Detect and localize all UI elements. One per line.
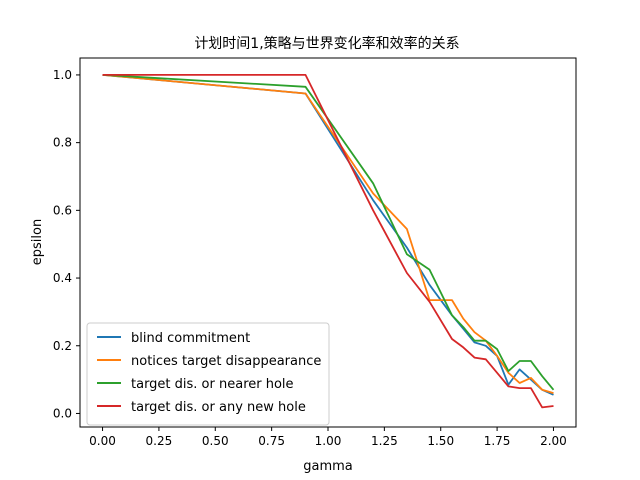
y-tick-label: 1.0 xyxy=(53,68,72,82)
legend-label: target dis. or any new hole xyxy=(131,400,306,415)
series-line-4 xyxy=(102,74,554,409)
legend-label: blind commitment xyxy=(131,331,250,346)
x-axis-label: gamma xyxy=(303,459,353,474)
y-tick-label: 0.0 xyxy=(53,406,72,420)
x-axis: 0.00 0.25 0.50 0.75 1.00 1.25 1.50 1.75 2.00 xyxy=(89,427,567,448)
y-axis-label: epsilon xyxy=(30,219,45,265)
legend-label: notices target disappearance xyxy=(131,354,321,369)
x-tick-label: 0.50 xyxy=(202,434,229,448)
legend: blind commitment notices target disappear… xyxy=(86,322,330,426)
legend-label: target dis. or nearer hole xyxy=(131,377,294,392)
x-tick-label: 1.25 xyxy=(371,434,398,448)
y-tick-label: 0.6 xyxy=(53,203,72,217)
y-tick-label: 0.2 xyxy=(53,339,72,353)
x-tick-label: 2.00 xyxy=(540,434,567,448)
y-tick-label: 0.8 xyxy=(53,136,72,150)
series-line-3 xyxy=(102,74,555,391)
y-tick-label: 0.4 xyxy=(53,271,72,285)
x-tick-label: 0.25 xyxy=(146,434,173,448)
plot-lines xyxy=(102,74,555,409)
chart-title: 计划时间1,策略与世界变化率和效率的关系 xyxy=(194,35,459,52)
x-tick-label: 0.75 xyxy=(258,434,285,448)
legend-box xyxy=(86,322,330,426)
y-axis: 0.0 0.2 0.4 0.6 0.8 1.0 xyxy=(53,68,80,420)
x-tick-label: 1.50 xyxy=(427,434,454,448)
x-tick-label: 0.00 xyxy=(89,434,116,448)
x-tick-label: 1.75 xyxy=(484,434,511,448)
series-line-1 xyxy=(102,74,554,396)
x-tick-label: 1.00 xyxy=(315,434,342,448)
